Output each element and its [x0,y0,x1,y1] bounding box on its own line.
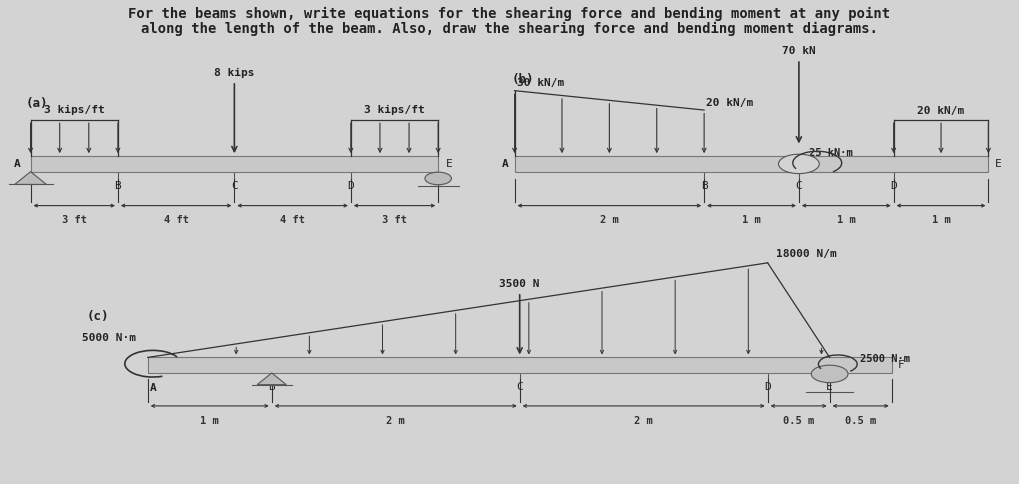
Text: A: A [501,159,508,168]
Text: 1 m: 1 m [931,215,951,225]
Bar [31,157,438,172]
Text: (c): (c) [87,310,109,323]
Text: 3 ft: 3 ft [382,215,407,225]
Text: 3 kips/ft: 3 kips/ft [44,105,105,115]
Text: 18000 N/m: 18000 N/m [775,248,837,258]
Text: D: D [891,181,897,191]
Text: (b): (b) [512,73,534,86]
Text: B: B [268,381,275,391]
Polygon shape [14,172,47,185]
Text: 20 kN/m: 20 kN/m [706,98,753,108]
Text: (a): (a) [25,97,48,110]
Text: 4 ft: 4 ft [164,215,189,225]
Text: 30 kN/m: 30 kN/m [517,77,564,88]
Text: A: A [150,382,156,392]
Circle shape [811,365,848,383]
Text: F: F [898,360,905,369]
Text: E: E [826,381,833,391]
Text: C: C [796,181,802,191]
Text: 3500 N: 3500 N [499,278,540,288]
Text: B: B [701,181,707,191]
Text: 3 kips/ft: 3 kips/ft [364,105,425,115]
Text: C: C [517,381,523,391]
Text: 2500 N·m: 2500 N·m [860,353,910,363]
Text: 70 kN: 70 kN [782,46,816,56]
Text: C: C [231,181,237,191]
Text: 1 m: 1 m [201,415,219,425]
Text: 25 kN·m: 25 kN·m [809,147,853,157]
Text: 20 kN/m: 20 kN/m [917,106,965,116]
Text: 3 ft: 3 ft [62,215,87,225]
Bar [515,157,988,172]
Circle shape [779,155,819,174]
Text: 4 ft: 4 ft [280,215,305,225]
Text: D: D [764,381,771,391]
Text: E: E [446,159,453,168]
Text: E: E [995,159,1002,168]
Text: For the beams shown, write equations for the shearing force and bending moment a: For the beams shown, write equations for… [128,7,891,21]
Text: 0.5 m: 0.5 m [845,415,876,425]
Polygon shape [257,373,286,385]
Text: 2 m: 2 m [386,415,406,425]
Text: A: A [13,159,20,168]
Circle shape [425,173,451,185]
Text: 1 m: 1 m [837,215,856,225]
Text: 2 m: 2 m [600,215,619,225]
Text: 0.5 m: 0.5 m [783,415,814,425]
Text: 1 m: 1 m [742,215,761,225]
Text: D: D [347,181,355,191]
Text: 5000 N·m: 5000 N·m [82,333,136,342]
Bar [148,358,892,373]
Text: B: B [114,181,121,191]
Text: 2 m: 2 m [634,415,653,425]
Text: 8 kips: 8 kips [214,68,255,78]
Text: along the length of the beam. Also, draw the shearing force and bending moment d: along the length of the beam. Also, draw… [141,22,878,36]
